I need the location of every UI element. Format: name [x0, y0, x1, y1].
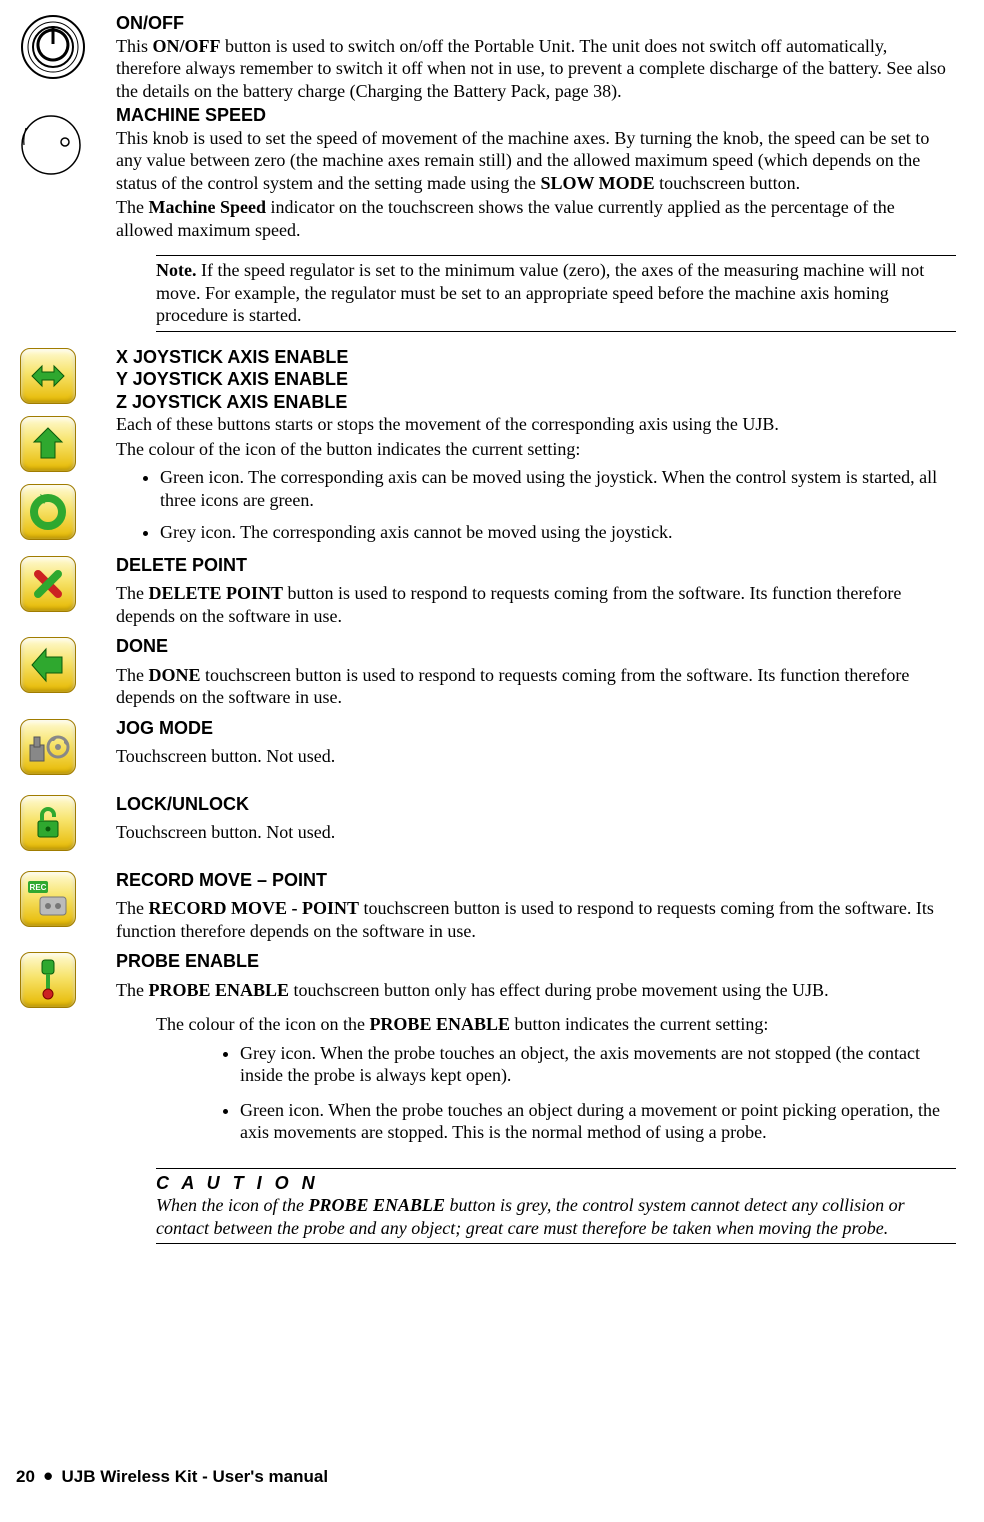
text: When the icon of the	[156, 1195, 308, 1215]
section-joystick: X JOYSTICK AXIS ENABLE Y JOYSTICK AXIS E…	[16, 346, 956, 554]
note-box: Note. If the speed regulator is set to t…	[156, 255, 956, 332]
section-machine-speed: MACHINE SPEED This knob is used to set t…	[16, 104, 956, 243]
section-jog: JOG MODE Touchscreen button. Not used.	[16, 717, 956, 787]
record-title: RECORD MOVE – POINT	[116, 869, 948, 892]
text: The	[116, 665, 148, 685]
page-number: 20	[16, 1467, 35, 1486]
done-title: DONE	[116, 635, 948, 658]
text: This knob is used to set the speed of mo…	[116, 128, 929, 193]
text-bold: DELETE POINT	[148, 583, 283, 603]
machine-speed-title: MACHINE SPEED	[116, 104, 948, 127]
caution-box: C A U T I O N When the icon of the PROBE…	[156, 1168, 956, 1245]
section-onoff: ON/OFF This ON/OFF button is used to swi…	[16, 12, 956, 104]
caution-label: C A U T I O N	[156, 1172, 956, 1195]
probe-p1: The PROBE ENABLE touchscreen button only…	[116, 979, 948, 1002]
footer-separator: •	[40, 1461, 57, 1491]
machine-speed-p1: This knob is used to set the speed of mo…	[116, 127, 948, 195]
text-bold: RECORD MOVE - POINT	[148, 898, 359, 918]
onoff-body: This ON/OFF button is used to switch on/…	[116, 35, 948, 103]
text-bold: PROBE ENABLE	[148, 980, 289, 1000]
probe-title: PROBE ENABLE	[116, 950, 948, 973]
joystick-title-x: X JOYSTICK AXIS ENABLE	[116, 346, 948, 369]
record-body: The RECORD MOVE - POINT touchscreen butt…	[116, 897, 948, 942]
done-icon	[20, 637, 76, 693]
list-item: Green icon. The corresponding axis can b…	[160, 466, 948, 511]
section-probe: PROBE ENABLE The PROBE ENABLE touchscree…	[16, 950, 956, 1156]
footer-title: UJB Wireless Kit - User's manual	[62, 1467, 329, 1486]
delete-point-title: DELETE POINT	[116, 554, 948, 577]
joystick-p1: Each of these buttons starts or stops th…	[116, 413, 948, 436]
text: touchscreen button only has effect durin…	[289, 980, 829, 1000]
text: The	[116, 980, 148, 1000]
knob-icon	[20, 114, 82, 176]
text-bold: ON/OFF	[153, 36, 221, 56]
delete-point-body: The DELETE POINT button is used to respo…	[116, 582, 948, 627]
joystick-title-y: Y JOYSTICK AXIS ENABLE	[116, 368, 948, 391]
text-bold: DONE	[148, 665, 200, 685]
text-bold: PROBE ENABLE	[369, 1014, 510, 1034]
section-lock: LOCK/UNLOCK Touchscreen button. Not used…	[16, 793, 956, 863]
manual-page: ON/OFF This ON/OFF button is used to swi…	[16, 12, 956, 1492]
text: The	[116, 898, 148, 918]
joystick-bullets: Green icon. The corresponding axis can b…	[116, 466, 948, 544]
machine-speed-p2: The Machine Speed indicator on the touch…	[116, 196, 948, 241]
text: touchscreen button is used to respond to…	[116, 665, 909, 708]
delete-point-icon	[20, 556, 76, 612]
jog-body: Touchscreen button. Not used.	[116, 745, 948, 768]
text: This	[116, 36, 153, 56]
joystick-title-z: Z JOYSTICK AXIS ENABLE	[116, 391, 948, 414]
jog-mode-icon	[20, 719, 76, 775]
caution-text: When the icon of the PROBE ENABLE button…	[156, 1194, 956, 1239]
text-bold: SLOW MODE	[540, 173, 654, 193]
probe-enable-icon	[20, 952, 76, 1008]
lock-title: LOCK/UNLOCK	[116, 793, 948, 816]
list-item: Green icon. When the probe touches an ob…	[240, 1099, 948, 1144]
probe-bullets: Grey icon. When the probe touches an obj…	[196, 1042, 948, 1144]
y-axis-enable-icon	[20, 416, 76, 472]
text: button indicates the current setting:	[510, 1014, 768, 1034]
text-bold: PROBE ENABLE	[308, 1195, 445, 1215]
text-bold: Machine Speed	[148, 197, 266, 217]
note-text: If the speed regulator is set to the min…	[156, 260, 924, 325]
joystick-p2: The colour of the icon of the button ind…	[116, 438, 948, 461]
text: button is used to switch on/off the Port…	[116, 36, 946, 101]
page-footer: 20 • UJB Wireless Kit - User's manual	[16, 1460, 328, 1493]
section-delete-point: DELETE POINT The DELETE POINT button is …	[16, 554, 956, 630]
jog-title: JOG MODE	[116, 717, 948, 740]
text: The	[116, 197, 148, 217]
probe-p2: The colour of the icon on the PROBE ENAB…	[156, 1013, 948, 1036]
section-done: DONE The DONE touchscreen button is used…	[16, 635, 956, 711]
record-move-icon: REC	[20, 871, 76, 927]
list-item: Grey icon. The corresponding axis cannot…	[160, 521, 948, 544]
svg-text:REC: REC	[30, 883, 47, 892]
text: The	[116, 583, 148, 603]
text: touchscreen button.	[655, 173, 800, 193]
section-record: REC RECORD MOVE – POINT The RECORD MOVE …	[16, 869, 956, 945]
done-body: The DONE touchscreen button is used to r…	[116, 664, 948, 709]
list-item: Grey icon. When the probe touches an obj…	[240, 1042, 948, 1087]
z-axis-enable-icon	[20, 484, 76, 540]
note-label: Note.	[156, 260, 196, 280]
x-axis-enable-icon	[20, 348, 76, 404]
onoff-title: ON/OFF	[116, 12, 948, 35]
lock-unlock-icon	[20, 795, 76, 851]
lock-body: Touchscreen button. Not used.	[116, 821, 948, 844]
power-button-icon	[20, 14, 86, 80]
text: The colour of the icon on the	[156, 1014, 369, 1034]
